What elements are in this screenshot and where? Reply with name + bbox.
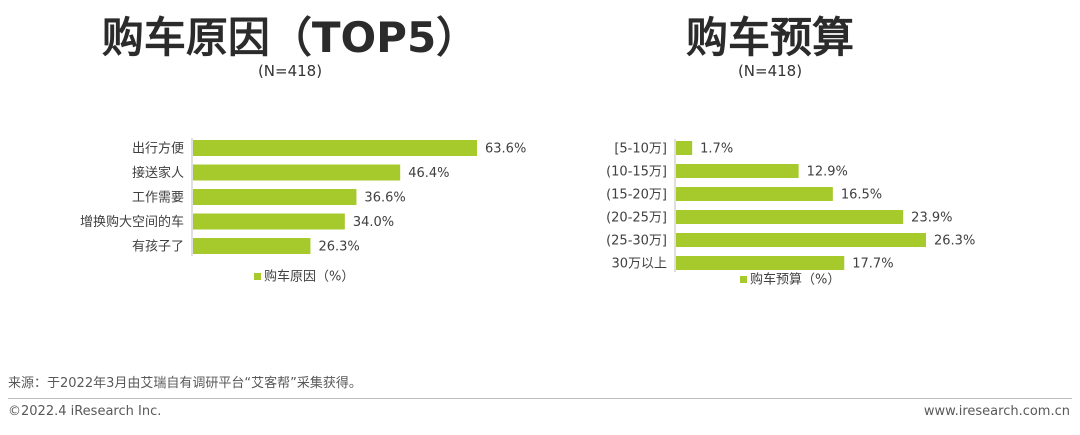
- chart-1-bar: [193, 164, 401, 181]
- chart-2-category-label: (10-15万]: [606, 165, 667, 180]
- chart-1-category-label: 接送家人: [132, 165, 184, 181]
- chart-1-category-label: 工作需要: [132, 191, 184, 206]
- website: www.iresearch.com.cn: [923, 404, 1070, 419]
- chart-1-category-label: 出行方便: [132, 141, 184, 157]
- chart-2-bar: [676, 164, 799, 178]
- chart-1-legend-label: 购车原因（%）: [264, 269, 354, 285]
- charts-canvas: 出行方便 63.6% 接送家人 46.4% 工作需要 36.6% 增换购大空间的车 34.0%…: [80, 138, 975, 288]
- chart-1-bar: [193, 189, 357, 205]
- chart-1-bar: [193, 140, 477, 156]
- chart-2-category-label: (15-20万]: [606, 188, 667, 203]
- chart2-title: 购车预算: [685, 13, 854, 62]
- chart-1-legend-swatch: [254, 273, 261, 280]
- chart-2-legend-label: 购车预算（%）: [750, 272, 840, 288]
- chart-1-bar: [193, 238, 311, 254]
- chart-2-category-label: (25-30万]: [606, 234, 667, 249]
- chart-1-bar: [193, 213, 345, 230]
- chart-1-value-label: 63.6%: [485, 142, 526, 157]
- chart-2-category-label: 30万以上: [611, 257, 667, 272]
- chart-1-value-label: 34.0%: [353, 215, 394, 230]
- chart-2-bar: [676, 233, 926, 247]
- footer-divider: [8, 398, 1072, 399]
- chart-2-bar: [676, 256, 845, 270]
- chart-2-legend-swatch: [740, 276, 747, 283]
- chart-2-value-label: 26.3%: [934, 234, 975, 249]
- chart-2-category-label: [5-10万]: [614, 142, 667, 157]
- chart-2-value-label: 17.7%: [852, 257, 893, 272]
- copyright: ©2022.4 iResearch Inc.: [8, 404, 162, 419]
- chart-2-value-label: 12.9%: [807, 165, 848, 180]
- chart-2-category-label: (20-25万]: [606, 211, 667, 226]
- chart-2-plot: [5-10万] 1.7% (10-15万] 12.9% (15-20万] 16.5% (20…: [606, 139, 975, 288]
- chart-2-bar: [676, 141, 693, 155]
- chart-1-value-label: 26.3%: [318, 240, 359, 255]
- chart-2-value-label: 1.7%: [700, 142, 733, 157]
- chart1-title: 购车原因（TOP5）: [101, 13, 479, 62]
- chart-1-category-label: 增换购大空间的车: [80, 214, 184, 230]
- source-note: 来源：于2022年3月由艾瑞自有调研平台“艾客帮”采集获得。: [8, 376, 362, 391]
- chart-2-bar: [676, 210, 904, 224]
- chart1-subtitle: (N=418): [257, 62, 323, 80]
- chart-1-plot: 出行方便 63.6% 接送家人 46.4% 工作需要 36.6% 增换购大空间的车 34.0%…: [80, 138, 526, 285]
- chart-1-category-label: 有孩子了: [132, 240, 184, 255]
- chart-2-value-label: 23.9%: [911, 211, 952, 226]
- chart-1-value-label: 36.6%: [364, 191, 405, 206]
- chart-2-bar: [676, 187, 833, 201]
- chart-1-value-label: 46.4%: [408, 166, 449, 181]
- chart-2-value-label: 16.5%: [841, 188, 882, 203]
- chart2-subtitle: (N=418): [737, 62, 803, 80]
